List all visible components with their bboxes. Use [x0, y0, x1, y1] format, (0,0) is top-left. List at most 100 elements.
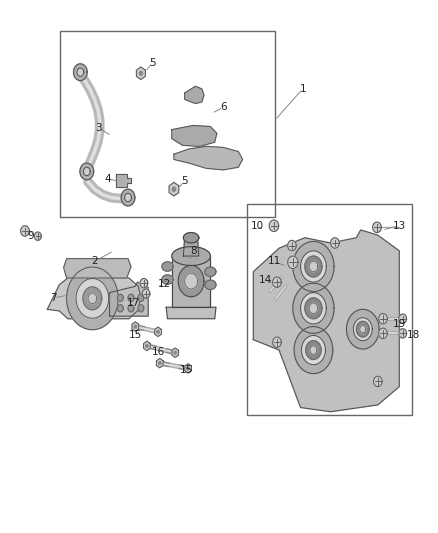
Polygon shape	[124, 193, 131, 201]
Polygon shape	[80, 163, 94, 180]
Polygon shape	[74, 64, 87, 80]
Polygon shape	[357, 321, 369, 337]
Polygon shape	[360, 326, 366, 333]
Text: 4: 4	[104, 174, 111, 184]
Polygon shape	[184, 238, 199, 256]
Polygon shape	[116, 174, 131, 187]
Polygon shape	[47, 278, 141, 319]
Polygon shape	[301, 335, 325, 365]
Bar	[247, 204, 412, 415]
Polygon shape	[162, 275, 173, 284]
Polygon shape	[138, 294, 144, 302]
Text: 14: 14	[259, 274, 272, 285]
Polygon shape	[305, 298, 322, 319]
Polygon shape	[293, 283, 334, 333]
Polygon shape	[300, 293, 326, 324]
Polygon shape	[294, 327, 333, 374]
Polygon shape	[139, 71, 142, 75]
Polygon shape	[156, 358, 163, 368]
Polygon shape	[35, 232, 41, 240]
Polygon shape	[77, 68, 84, 76]
Polygon shape	[174, 351, 177, 354]
Polygon shape	[399, 314, 406, 324]
Polygon shape	[293, 241, 334, 292]
Polygon shape	[185, 86, 204, 103]
Text: 10: 10	[251, 221, 264, 231]
Polygon shape	[184, 232, 199, 243]
Polygon shape	[21, 226, 29, 236]
Bar	[60, 31, 275, 217]
Polygon shape	[174, 147, 243, 170]
Polygon shape	[172, 348, 179, 358]
Polygon shape	[172, 125, 217, 147]
Polygon shape	[121, 189, 135, 206]
Text: 6: 6	[220, 102, 226, 112]
Polygon shape	[300, 251, 326, 282]
Text: 8: 8	[190, 246, 197, 256]
Text: 15: 15	[180, 365, 194, 375]
Text: 9: 9	[28, 231, 34, 241]
Text: 17: 17	[127, 298, 140, 308]
Text: 2: 2	[91, 256, 98, 266]
Text: 1: 1	[300, 84, 306, 94]
Polygon shape	[379, 313, 387, 324]
Text: 11: 11	[267, 256, 281, 266]
Text: 18: 18	[406, 330, 420, 341]
Polygon shape	[178, 265, 204, 297]
Text: 12: 12	[158, 279, 171, 289]
Polygon shape	[117, 305, 123, 312]
Polygon shape	[132, 322, 139, 332]
Polygon shape	[253, 230, 399, 411]
Polygon shape	[373, 222, 381, 232]
Polygon shape	[172, 187, 176, 191]
Polygon shape	[159, 362, 161, 365]
Polygon shape	[128, 294, 134, 302]
Polygon shape	[64, 259, 131, 278]
Polygon shape	[310, 346, 317, 354]
Text: 7: 7	[50, 293, 57, 303]
Polygon shape	[142, 289, 150, 298]
Polygon shape	[288, 256, 298, 269]
Polygon shape	[185, 273, 198, 289]
Polygon shape	[138, 305, 144, 312]
Polygon shape	[128, 305, 134, 312]
Polygon shape	[83, 287, 102, 310]
Text: 5: 5	[149, 58, 156, 68]
Polygon shape	[157, 330, 159, 333]
Polygon shape	[155, 327, 161, 336]
Polygon shape	[144, 341, 150, 351]
Polygon shape	[273, 337, 281, 348]
Polygon shape	[309, 261, 318, 272]
Text: 16: 16	[152, 347, 166, 357]
Polygon shape	[205, 267, 216, 277]
Polygon shape	[110, 282, 148, 316]
Polygon shape	[146, 344, 148, 348]
Text: 5: 5	[181, 176, 188, 187]
Polygon shape	[169, 182, 179, 196]
Text: 15: 15	[129, 330, 142, 341]
Polygon shape	[117, 294, 123, 302]
Polygon shape	[346, 309, 379, 349]
Polygon shape	[273, 277, 281, 287]
Polygon shape	[88, 293, 97, 304]
Polygon shape	[136, 67, 145, 79]
Text: 13: 13	[392, 221, 406, 231]
Polygon shape	[187, 367, 189, 370]
Polygon shape	[331, 238, 339, 248]
Polygon shape	[140, 279, 148, 288]
Polygon shape	[83, 167, 90, 175]
Polygon shape	[172, 256, 210, 307]
Polygon shape	[134, 325, 137, 328]
Text: 3: 3	[95, 123, 102, 133]
Text: 19: 19	[392, 319, 406, 329]
Polygon shape	[353, 318, 372, 341]
Polygon shape	[166, 307, 216, 319]
Polygon shape	[172, 247, 210, 265]
Polygon shape	[379, 328, 387, 338]
Polygon shape	[185, 364, 191, 373]
Polygon shape	[305, 256, 322, 277]
Polygon shape	[205, 280, 216, 289]
Polygon shape	[309, 303, 318, 313]
Polygon shape	[76, 279, 109, 318]
Polygon shape	[269, 220, 279, 231]
